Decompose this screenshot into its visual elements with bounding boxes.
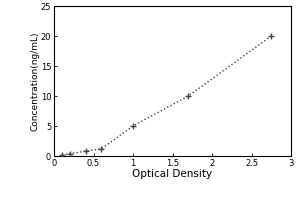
Y-axis label: Concentration(ng/mL): Concentration(ng/mL)	[30, 31, 39, 131]
X-axis label: Optical Density: Optical Density	[132, 169, 213, 179]
